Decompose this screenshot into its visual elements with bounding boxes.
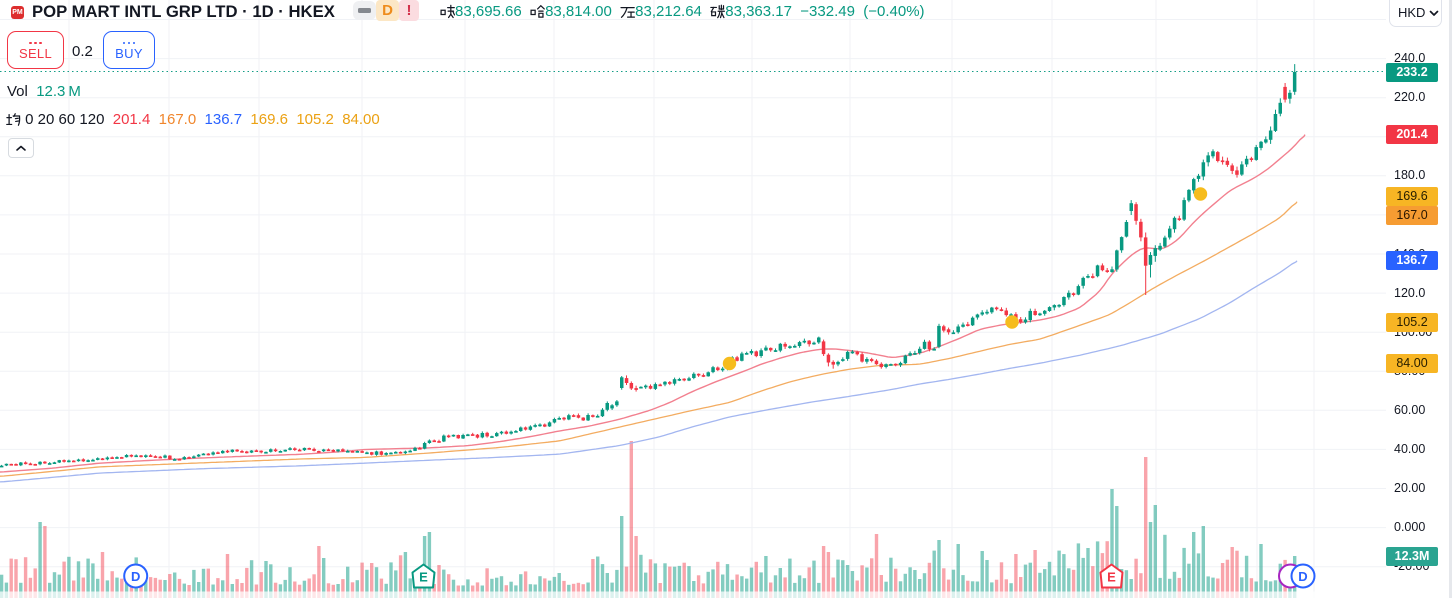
- svg-text:D: D: [1298, 569, 1307, 584]
- svg-text:E: E: [1107, 570, 1116, 585]
- svg-text:D: D: [131, 569, 140, 584]
- svg-text:E: E: [419, 570, 428, 585]
